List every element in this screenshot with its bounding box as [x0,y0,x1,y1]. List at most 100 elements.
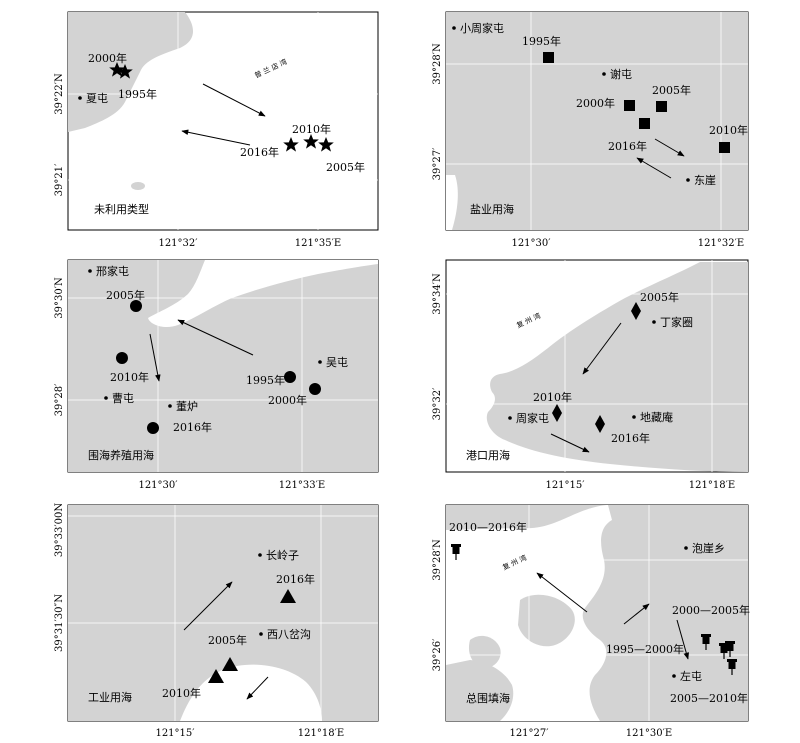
trend-arrow [202,83,266,117]
year-label: 2010—2016年 [449,520,527,534]
place-label: 西八岔沟 [267,628,311,641]
place-label: 泡崖乡 [692,541,725,555]
lat-label: 39°22′N [54,73,65,115]
panel-title: 未利用类型 [94,202,149,216]
place-label: 东崖 [694,174,716,187]
year-label: 2010年 [709,123,748,137]
place-label: 董炉 [176,400,198,413]
lon-label: 121°33′E [279,480,325,491]
circle-marker [130,300,142,312]
panel-total-reclamation: 复 州 湾 泡崖乡 左屯 2010—2016年 2000—2005年 1995—… [432,504,750,739]
diamond-marker [595,415,605,433]
place-label: 曹屯 [112,392,134,405]
triangle-marker [222,657,238,671]
lat-label: 39°31′30″N [54,594,65,652]
lat-label: 39°28′N [432,43,443,85]
trend-arrow [623,603,650,625]
square-marker [624,100,635,111]
trend-arrow [636,157,672,179]
year-label: 2010年 [162,686,201,700]
year-label: 2000年 [268,393,307,407]
place-dot [508,416,512,420]
place-dot [602,72,606,76]
panel-title: 港口用海 [466,448,510,462]
panel-title: 工业用海 [88,690,132,704]
lat-label: 39°28′N [432,539,443,581]
year-label: 2010年 [533,390,572,404]
place-dot [88,269,92,273]
place-label: 邢家屯 [96,264,129,278]
place-label: 丁家圈 [660,315,693,329]
panel-industrial: 长岭子 西八岔沟 2016年 2005年 2010年 工业用海 39°33′00… [54,503,379,739]
year-label: 1995年 [246,373,285,387]
trend-arrow [181,129,251,146]
year-label: 1995—2000年 [606,642,684,656]
panel-title: 盐业用海 [470,202,514,216]
land-area [446,12,748,230]
place-dot [318,360,322,364]
panel-salt: 小周家屯 谢屯 东崖 1995年 2000年 2005年 2016年 2010年… [432,11,749,249]
year-label: 1995年 [522,34,561,48]
year-label: 2005年 [640,290,679,304]
lat-label: 39°33′00N [54,503,65,557]
place-label: 长岭子 [266,548,299,562]
place-dot [684,546,688,550]
place-dot [78,96,82,100]
lon-label: 121°30′E [626,728,672,739]
square-marker [639,118,650,129]
place-dot [259,632,263,636]
lon-label: 121°32′ [158,238,198,249]
year-label: 2005年 [106,288,145,302]
year-label: 2000年 [576,96,615,110]
panel-unused: 普 兰 店 湾 夏屯 2000年 1995年 2010年 2016年 2005年… [54,11,379,249]
year-label: 2005年 [208,633,247,647]
diamond-marker [552,404,562,422]
lat-label: 39°30′N [54,277,65,319]
place-dot [104,396,108,400]
lon-label: 121°15′ [545,480,585,491]
year-label: 2005年 [326,160,365,174]
trend-arrow [582,322,622,375]
place-label: 吴屯 [326,356,348,369]
year-label: 2000年 [88,51,127,65]
trend-arrow [676,619,689,660]
circle-marker [116,352,128,364]
land-area [68,260,378,472]
lon-label: 121°30′ [511,238,551,249]
trend-arrow [536,572,588,613]
diamond-marker [631,302,641,320]
lon-label: 121°18′E [689,480,735,491]
panel-title: 总围填海 [466,691,510,705]
place-dot [632,415,636,419]
year-label: 2005—2010年 [670,691,748,705]
panel-aquaculture: 邢家屯 吴屯 董炉 曹屯 2005年 2010年 1995年 2000年 201… [54,259,379,491]
triangle-marker [208,669,224,683]
land-area [68,12,194,190]
place-label: 周家屯 [516,411,549,425]
lon-label: 121°30′ [138,480,178,491]
land-area [486,262,748,472]
year-label: 1995年 [118,87,157,101]
year-label: 2010年 [110,370,149,384]
lat-label: 39°26′ [432,638,443,671]
trend-arrow [177,319,254,356]
place-label: 地藏庵 [640,410,673,424]
place-dot [168,404,172,408]
land-area [68,505,378,721]
lat-label: 39°21′ [54,163,65,196]
circle-marker [147,422,159,434]
square-marker [719,142,730,153]
year-label: 2000—2005年 [672,603,750,617]
lat-label: 39°32′ [432,387,443,420]
panel-title: 围海养殖用海 [88,448,154,462]
lon-label: 121°18′E [298,728,344,739]
trend-arrow [246,676,269,700]
place-label: 小周家屯 [460,21,504,35]
place-dot [672,674,676,678]
lat-label: 39°27′ [432,147,443,180]
triangle-marker [280,589,296,603]
year-label: 2016年 [611,431,650,445]
year-label: 2016年 [608,139,647,153]
panel-port: 复 州 湾 丁家圈 周家屯 地藏庵 2005年 2010年 2016年 港口用海… [432,259,749,491]
trend-arrow [654,138,685,157]
